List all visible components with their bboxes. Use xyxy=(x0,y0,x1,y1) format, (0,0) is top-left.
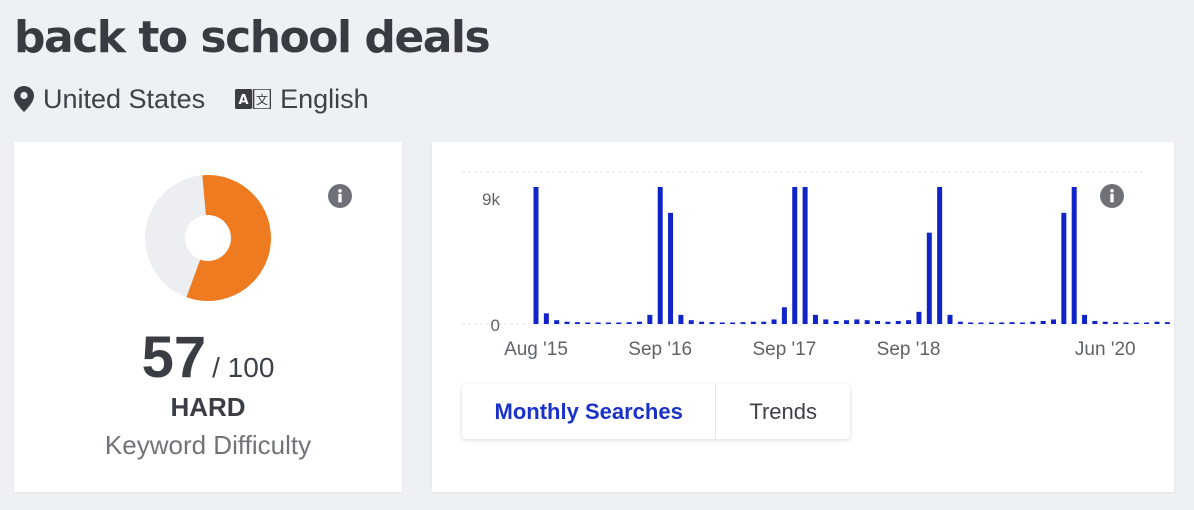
search-volume-bar[interactable] xyxy=(1102,321,1108,324)
search-volume-bar[interactable] xyxy=(771,319,777,324)
search-volume-bar[interactable] xyxy=(605,322,611,324)
tab-monthly-searches[interactable]: Monthly Searches xyxy=(462,384,717,439)
language: A 文 English xyxy=(235,84,369,115)
search-volume-bar[interactable] xyxy=(1164,322,1170,324)
search-volume-bar[interactable] xyxy=(626,322,632,324)
search-volume-bar[interactable] xyxy=(574,322,580,324)
search-volume-bar[interactable] xyxy=(1061,212,1067,324)
search-volume-bar[interactable] xyxy=(554,320,560,324)
search-volume-bar[interactable] xyxy=(864,320,870,324)
search-volume-bar[interactable] xyxy=(678,314,684,324)
language-label: English xyxy=(280,83,369,114)
tab-trends[interactable]: Trends xyxy=(749,398,817,424)
search-volume-bar[interactable] xyxy=(1092,320,1098,324)
location: United States xyxy=(14,84,205,115)
search-volume-bar[interactable] xyxy=(740,322,746,324)
search-volume-bar[interactable] xyxy=(968,322,974,324)
search-volume-bar[interactable] xyxy=(802,187,808,324)
search-volume-bar[interactable] xyxy=(1030,321,1036,324)
keyword-difficulty-card: 57/ 100 HARD Keyword Difficulty xyxy=(14,142,402,492)
search-volume-bar[interactable] xyxy=(1051,319,1056,324)
search-volume-bar[interactable] xyxy=(616,322,622,324)
x-tick-label: Sep '16 xyxy=(628,339,692,360)
difficulty-track xyxy=(144,175,206,298)
search-volume-bar[interactable] xyxy=(999,322,1005,324)
search-volume-bar[interactable] xyxy=(916,311,922,324)
search-volume-bar[interactable] xyxy=(699,321,705,324)
search-volume-bar[interactable] xyxy=(854,319,860,324)
search-volume-bar[interactable] xyxy=(1123,322,1129,324)
search-volume-bar[interactable] xyxy=(688,320,694,324)
search-volume-bar[interactable] xyxy=(792,187,798,324)
x-tick-label: Sep '18 xyxy=(877,339,941,360)
search-volume-bar[interactable] xyxy=(947,314,953,324)
location-pin-icon xyxy=(14,86,34,112)
search-volume-bar[interactable] xyxy=(595,322,601,324)
info-icon[interactable] xyxy=(328,184,352,208)
search-volume-bar[interactable] xyxy=(844,320,849,324)
chart-tabs: Monthly Searches Trends xyxy=(462,384,850,439)
search-volume-bar[interactable] xyxy=(668,212,674,324)
search-volume-bar[interactable] xyxy=(533,187,539,324)
difficulty-label: Keyword Difficulty xyxy=(104,430,312,460)
search-volume-bar[interactable] xyxy=(1144,322,1150,324)
search-volume-bar[interactable] xyxy=(657,187,663,324)
search-volume-bar[interactable] xyxy=(1009,322,1015,324)
search-volume-bar[interactable] xyxy=(906,320,912,324)
location-label: United States xyxy=(43,83,206,114)
difficulty-max: / 100 xyxy=(212,352,275,383)
y-tick-label: 0 xyxy=(491,316,500,335)
search-volume-bar[interactable] xyxy=(564,321,570,324)
svg-text:文: 文 xyxy=(256,92,268,107)
search-volume-bar[interactable] xyxy=(647,314,653,324)
search-volume-bar[interactable] xyxy=(709,322,715,324)
search-volume-bar[interactable] xyxy=(937,187,943,324)
search-volume-bar[interactable] xyxy=(637,321,642,324)
svg-text:A: A xyxy=(239,93,249,108)
y-tick-label: 9k xyxy=(482,190,500,209)
difficulty-fill xyxy=(186,175,271,301)
search-volume-bar[interactable] xyxy=(875,320,881,324)
search-volume-bar[interactable] xyxy=(1082,314,1088,324)
keyword-meta: United States A 文 English xyxy=(14,82,399,116)
search-volume-bar[interactable] xyxy=(1133,322,1139,324)
search-volume-bar[interactable] xyxy=(543,313,549,324)
search-volume-bar[interactable] xyxy=(1113,322,1119,324)
search-volume-bar[interactable] xyxy=(885,321,891,324)
difficulty-value: 57 xyxy=(141,325,207,390)
search-volume-bar[interactable] xyxy=(988,322,994,324)
info-icon[interactable] xyxy=(1100,184,1124,208)
difficulty-score: 57/ 100 xyxy=(14,324,402,391)
search-volume-bar[interactable] xyxy=(781,307,787,324)
search-volume-bar[interactable] xyxy=(957,321,963,324)
x-tick-label: Sep '17 xyxy=(752,339,816,360)
search-volume-bar[interactable] xyxy=(761,321,767,324)
difficulty-donut xyxy=(144,175,271,301)
search-volume-bar[interactable] xyxy=(719,322,725,324)
search-volume-bar[interactable] xyxy=(812,314,818,324)
search-volume-bar[interactable] xyxy=(750,321,756,324)
search-volume-bar[interactable] xyxy=(926,232,932,324)
translate-icon: A 文 xyxy=(235,89,272,109)
search-volume-bar[interactable] xyxy=(1154,321,1160,324)
search-volume-bar[interactable] xyxy=(978,322,984,324)
x-tick-label: Jun '20 xyxy=(1075,339,1136,360)
search-volume-bar[interactable] xyxy=(823,319,829,324)
keyword-title: back to school deals xyxy=(14,12,491,63)
search-volume-bar[interactable] xyxy=(585,322,591,324)
difficulty-level: HARD xyxy=(170,392,246,422)
monthly-searches-card: 9k 0 Aug '15 Sep '16 Sep '17 Sep '18 Jun '20 M… xyxy=(432,142,1174,492)
search-volume-bar[interactable] xyxy=(730,322,736,324)
search-volume-bar[interactable] xyxy=(1019,322,1025,324)
search-volume-bar[interactable] xyxy=(833,320,839,324)
search-volume-bar[interactable] xyxy=(1040,320,1046,324)
search-volume-bar[interactable] xyxy=(895,320,901,324)
search-volume-bar[interactable] xyxy=(1071,187,1077,324)
x-tick-label: Aug '15 xyxy=(504,339,568,360)
